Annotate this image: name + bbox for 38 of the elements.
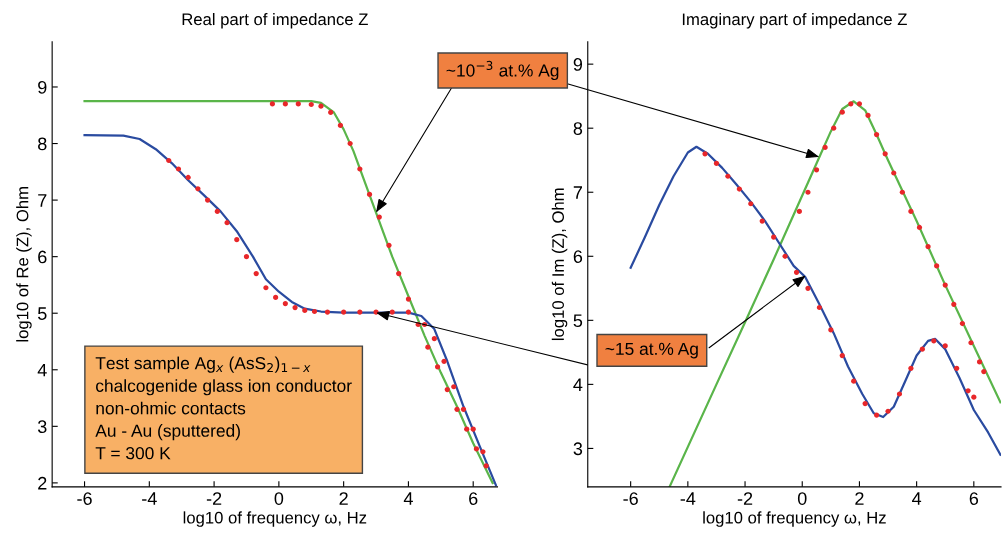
y-axis-title: log10 of Re (Z), Ohm xyxy=(16,187,32,342)
x-tick-label: -4 xyxy=(680,492,696,505)
x-axis-title: log10 of frequency ω, Hz xyxy=(703,511,886,527)
y-tick-label: 3 xyxy=(573,442,583,456)
y-tick-label: 7 xyxy=(573,186,582,199)
x-axis-title: log10 of frequency ω, Hz xyxy=(183,511,367,527)
annotation: ~15 at.% Ag xyxy=(605,342,698,359)
x-tick-label: 4 xyxy=(912,492,922,505)
x-tick-label: 4 xyxy=(403,492,413,505)
text: Test sample Ag$_{x}$ (AsS$_{2}$)$_{1−x}$ chalcogenide glass ion conductor non-ohmic contacts Au - Au (sputtered) T = 300 K xyxy=(95,356,352,460)
x-tick-label: -6 xyxy=(77,492,92,505)
y-tick-label: 7 xyxy=(38,194,47,207)
y-axis-title: log10 of Im (Z), Ohm xyxy=(551,188,568,341)
x-tick-label: 0 xyxy=(274,492,284,505)
chart-title: Imaginary part of impedance Z xyxy=(682,12,907,29)
x-tick-label: -2 xyxy=(206,492,222,505)
x-tick-label: 0 xyxy=(797,492,807,505)
y-tick-label: 6 xyxy=(38,250,47,264)
x-tick-label: 2 xyxy=(339,492,348,505)
y-tick-label: 3 xyxy=(37,420,47,434)
x-tick-label: -2 xyxy=(737,492,753,505)
x-tick-label: 6 xyxy=(969,492,979,505)
x-tick-label: -4 xyxy=(142,492,157,505)
chart-title: Real part of impedance Z xyxy=(182,12,368,29)
annotation: ~10$^{−3}$ at.% Ag xyxy=(446,60,559,81)
x-tick-label: 6 xyxy=(469,492,478,505)
y-tick-label: 4 xyxy=(573,378,583,391)
x-tick-label: 2 xyxy=(855,492,864,505)
y-tick-label: 5 xyxy=(573,314,583,328)
y-tick-label: 4 xyxy=(37,363,47,377)
x-tick-label: -6 xyxy=(623,492,638,505)
y-tick-label: 8 xyxy=(573,122,583,135)
y-tick-label: 5 xyxy=(37,307,47,320)
y-tick-label: 2 xyxy=(38,476,47,490)
y-tick-label: 9 xyxy=(38,80,47,94)
y-tick-label: 6 xyxy=(573,250,583,263)
y-tick-label: 8 xyxy=(38,137,47,151)
y-tick-label: 9 xyxy=(573,58,583,71)
